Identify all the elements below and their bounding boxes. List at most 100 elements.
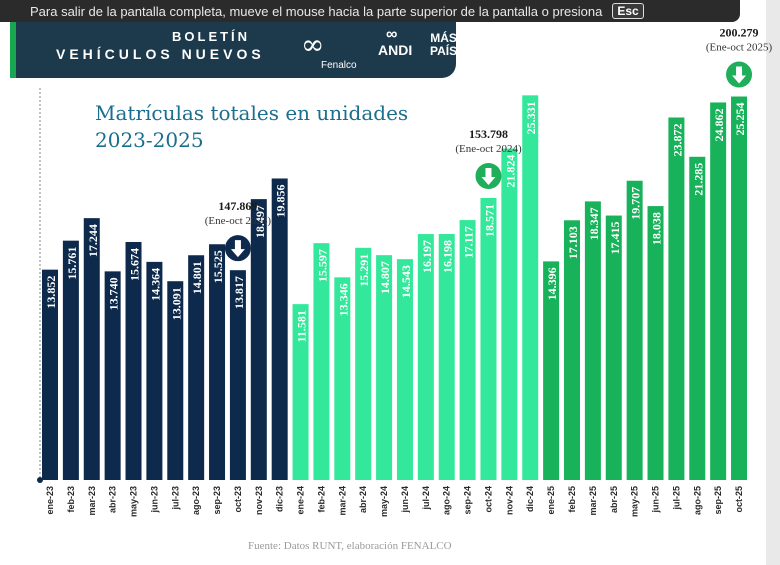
- bar-value-label: 18.347: [587, 207, 601, 240]
- x-tick-label: sep-25: [713, 486, 723, 515]
- bar-value-label: 18.497: [253, 205, 267, 238]
- x-tick-label: ene-25: [546, 486, 556, 515]
- scrollbar[interactable]: [766, 0, 780, 565]
- x-tick-label: oct-24: [483, 486, 493, 513]
- fullscreen-notice: Para salir de la pantalla completa, muev…: [0, 0, 740, 22]
- esc-key-button[interactable]: Esc: [612, 3, 644, 19]
- bar-value-label: 14.807: [378, 261, 392, 294]
- bar-ago-24: [438, 234, 455, 480]
- bar-mar-23: [83, 218, 100, 480]
- bar-value-label: 14.396: [545, 267, 559, 300]
- x-tick-label: ago-25: [692, 486, 702, 515]
- bar-value-label: 14.801: [190, 261, 204, 294]
- bar-feb-24: [313, 243, 330, 480]
- bar-value-label: 25.331: [524, 101, 538, 134]
- x-tick-label: abr-25: [609, 486, 619, 513]
- mas-pais-logo: MÁS PAÍS: [430, 32, 457, 58]
- x-tick-label: jul-23: [170, 486, 180, 511]
- bar-value-label: 16.198: [441, 240, 455, 273]
- bar-value-label: 13.091: [169, 287, 183, 320]
- x-tick-label: jun-24: [400, 486, 410, 514]
- bar-value-label: 13.852: [44, 276, 58, 309]
- x-tick-label: dic-23: [275, 486, 285, 512]
- andi-infinity-icon: ∞: [386, 26, 398, 43]
- bar-value-label: 23.872: [670, 123, 684, 156]
- x-tick-label: ago-23: [191, 486, 201, 515]
- down-arrow-glyph: [230, 240, 245, 258]
- bar-value-label: 11.581: [295, 310, 309, 342]
- fenalco-logo: ∞ Fenalco: [299, 26, 369, 74]
- bar-value-label: 17.415: [608, 222, 622, 255]
- bar-nov-24: [501, 148, 518, 481]
- bar-abr-24: [355, 247, 372, 480]
- mas-pais-line-2: PAÍS: [430, 44, 458, 58]
- x-tick-label: mar-25: [588, 486, 598, 516]
- bar-value-label: 19.856: [274, 184, 288, 217]
- bar-value-label: 21.285: [691, 163, 705, 196]
- bar-value-label: 17.244: [86, 224, 100, 257]
- x-tick-label: nov-24: [504, 486, 514, 515]
- bar-jun-25: [647, 206, 664, 480]
- banner-line-2: VEHÍCULOS NUEVOS: [56, 46, 265, 62]
- andi-logo-text: ANDI: [378, 42, 413, 58]
- mas-pais-line-1: MÁS: [430, 31, 457, 45]
- banner-line-1: BOLETÍN: [172, 29, 251, 44]
- x-tick-label: sep-24: [463, 486, 473, 515]
- period-annotation: (Ene-oct 2023): [205, 215, 272, 227]
- x-tick-label: jul-24: [421, 486, 431, 511]
- bar-may-24: [376, 255, 393, 480]
- x-tick-label: may-24: [379, 486, 389, 517]
- bar-ago-23: [188, 255, 205, 480]
- bar-may-23: [125, 241, 142, 480]
- bar-mar-25: [584, 201, 601, 480]
- bar-value-label: 14.364: [148, 268, 162, 301]
- x-tick-label: jul-25: [671, 486, 681, 511]
- down-arrow-glyph: [481, 167, 496, 185]
- x-tick-label: ago-24: [442, 486, 452, 515]
- bar-nov-23: [250, 199, 267, 480]
- bar-value-label: 15.597: [315, 249, 329, 282]
- chart-title: Matrículas totales en unidades 2023-2025: [95, 100, 408, 154]
- x-tick-label: oct-23: [233, 486, 243, 513]
- bar-value-label: 15.761: [65, 247, 79, 280]
- axis-origin-dot: [37, 477, 43, 483]
- x-tick-label: nov-23: [254, 486, 264, 515]
- x-tick-label: mar-24: [337, 486, 347, 516]
- x-tick-label: dic-24: [525, 486, 535, 512]
- period-annotation: (Ene-oct 2025): [706, 42, 773, 54]
- bar-value-label: 15.674: [128, 248, 142, 281]
- x-tick-label: feb-24: [316, 486, 326, 513]
- bar-abr-23: [104, 271, 121, 480]
- chart-title-line-2: 2023-2025: [95, 128, 204, 152]
- x-tick-label: ene-24: [296, 486, 306, 515]
- bar-oct-25: [731, 96, 748, 480]
- bar-dic-24: [522, 95, 539, 481]
- bar-value-label: 13.346: [336, 283, 350, 316]
- bar-value-label: 19.707: [629, 187, 643, 220]
- source-note: Fuente: Datos RUNT, elaboración FENALCO: [248, 540, 452, 552]
- bar-value-label: 13.740: [107, 277, 121, 310]
- bar-value-label: 16.197: [420, 240, 434, 273]
- bar-value-label: 15.291: [357, 254, 371, 287]
- bulletin-banner: BOLETÍN VEHÍCULOS NUEVOS ∞ Fenalco ∞ AND…: [10, 22, 457, 78]
- bar-mar-24: [334, 277, 351, 480]
- chart-title-line-1: Matrículas totales en unidades: [95, 101, 409, 125]
- x-tick-label: may-25: [630, 486, 640, 517]
- period-annotation: (Ene-oct 2024): [455, 143, 522, 155]
- bar-value-label: 21.824: [503, 155, 517, 188]
- x-tick-label: feb-25: [567, 486, 577, 513]
- bar-feb-23: [62, 240, 79, 480]
- bar-sep-25: [710, 102, 727, 480]
- x-tick-label: sep-23: [212, 486, 222, 515]
- bar-value-label: 24.862: [712, 108, 726, 141]
- total-annotation: 200.279: [720, 26, 759, 40]
- bar-value-label: 15.525: [211, 250, 225, 283]
- total-annotation: 147.869: [218, 199, 257, 213]
- fenalco-logo-text: Fenalco: [321, 60, 357, 71]
- bar-ene-25: [543, 261, 560, 480]
- x-tick-label: jun-23: [149, 486, 159, 514]
- x-tick-label: oct-25: [734, 486, 744, 513]
- bar-value-label: 17.117: [462, 226, 476, 258]
- x-tick-label: abr-23: [108, 486, 118, 513]
